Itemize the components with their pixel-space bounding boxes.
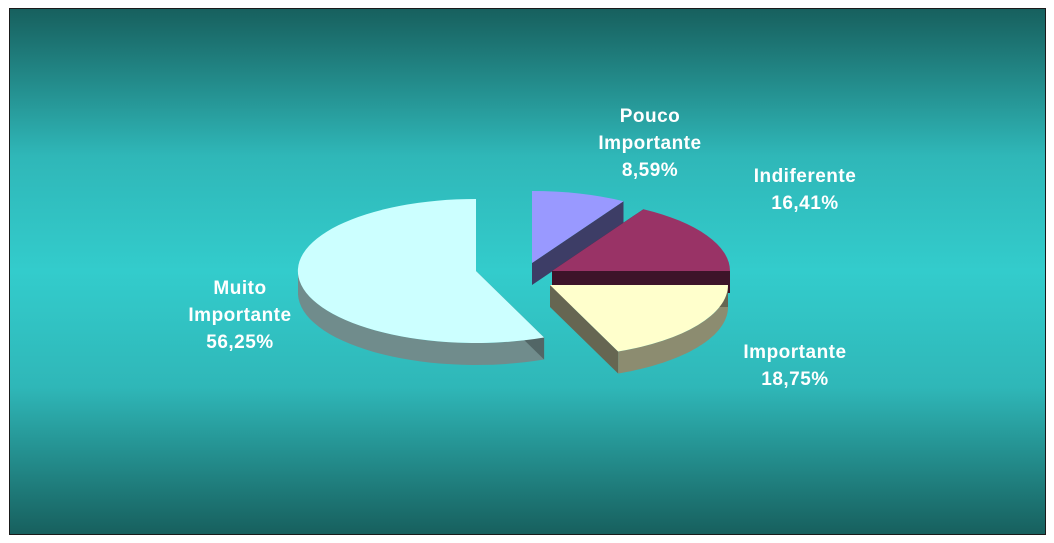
label-importante-value: 18,75%: [761, 369, 829, 390]
label-pouco-importante-value: 8,59%: [621, 160, 679, 181]
label-muito-importante: Muito Importante 56,25%: [155, 275, 325, 356]
slice-side-importante: [618, 285, 728, 374]
slice-importante: [550, 285, 728, 352]
slice-muito-importante: [297, 198, 545, 343]
label-indiferente-value: 16,41%: [771, 193, 839, 214]
slice-cut-pouco-importante-1: [532, 201, 624, 285]
slice-pouco-importante: [532, 190, 624, 263]
chart-area: Pouco Importante 8,59% Indiferente 16,41…: [9, 8, 1046, 535]
label-importante-line1: Importante: [743, 342, 847, 363]
label-indiferente: Indiferente 16,41%: [730, 163, 880, 217]
slice-indiferente: [552, 209, 731, 271]
label-muito-importante-line2: Importante: [188, 305, 292, 326]
label-importante: Importante 18,75%: [720, 339, 870, 393]
label-pouco-importante-line2: Importante: [598, 133, 702, 154]
label-muito-importante-line1: Muito: [213, 278, 267, 299]
label-pouco-importante-line1: Pouco: [619, 106, 681, 127]
pie-chart: [297, 190, 731, 374]
slice-side-muito-importante: [298, 272, 545, 365]
label-indiferente-line1: Indiferente: [753, 166, 857, 187]
label-muito-importante-value: 56,25%: [206, 332, 274, 353]
label-pouco-importante: Pouco Importante 8,59%: [565, 103, 735, 184]
slice-cut-importante-1: [550, 285, 619, 374]
pie-tops: [297, 190, 731, 352]
